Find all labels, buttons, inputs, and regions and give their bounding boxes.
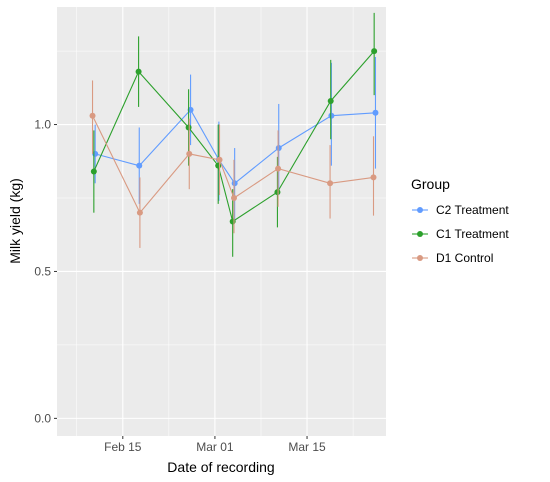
x-axis-title: Date of recording	[167, 459, 274, 475]
data-point	[372, 109, 379, 116]
data-point	[89, 112, 96, 119]
data-point	[229, 218, 236, 225]
series-c1-treatment	[90, 12, 378, 257]
data-point	[328, 112, 335, 119]
series-d1-control	[89, 80, 377, 248]
data-point	[215, 162, 222, 169]
legend-label: C1 Treatment	[436, 227, 509, 241]
data-point	[136, 162, 143, 169]
data-point	[327, 98, 334, 105]
x-tick-label: Feb 15	[104, 440, 142, 454]
data-point	[90, 168, 97, 175]
y-axis: 0.0 0.5 1.0	[34, 118, 57, 425]
data-point	[275, 165, 282, 172]
y-tick-label: 0.0	[34, 411, 51, 425]
series-line	[93, 50, 375, 223]
y-tick-label: 1.0	[34, 118, 51, 132]
legend-label: C2 Treatment	[436, 203, 509, 217]
legend-label: D1 Control	[436, 251, 493, 265]
plot-panel	[57, 7, 386, 436]
series-c2-treatment	[92, 56, 379, 222]
data-point	[231, 194, 238, 201]
data-point	[327, 180, 334, 187]
legend-key-point	[417, 255, 423, 261]
y-axis-title: Milk yield (kg)	[7, 178, 23, 264]
legend-item: C2 Treatment	[412, 203, 509, 217]
data-point	[216, 156, 223, 163]
legend-item: C1 Treatment	[412, 227, 509, 241]
data-point	[135, 68, 142, 75]
legend-key-point	[417, 231, 423, 237]
data-point	[186, 150, 193, 157]
legend-key-point	[417, 207, 423, 213]
x-axis: Feb 15 Mar 01 Mar 15	[104, 436, 326, 454]
series-line	[92, 115, 374, 214]
y-tick-label: 0.5	[34, 264, 51, 278]
legend-item: D1 Control	[412, 251, 493, 265]
data-point	[274, 189, 281, 196]
legend: C2 Treatment C1 Treatment D1 Control	[412, 203, 509, 265]
minor-grid	[57, 7, 386, 436]
data-point	[370, 174, 377, 181]
data-point	[231, 180, 238, 187]
x-tick-label: Mar 15	[288, 440, 326, 454]
series-layer	[89, 12, 379, 257]
series-line	[95, 108, 376, 185]
x-tick-label: Mar 01	[196, 440, 234, 454]
data-point	[275, 145, 282, 152]
data-point	[371, 48, 378, 55]
data-point	[185, 124, 192, 131]
legend-title: Group	[411, 176, 450, 192]
data-point	[136, 209, 143, 216]
